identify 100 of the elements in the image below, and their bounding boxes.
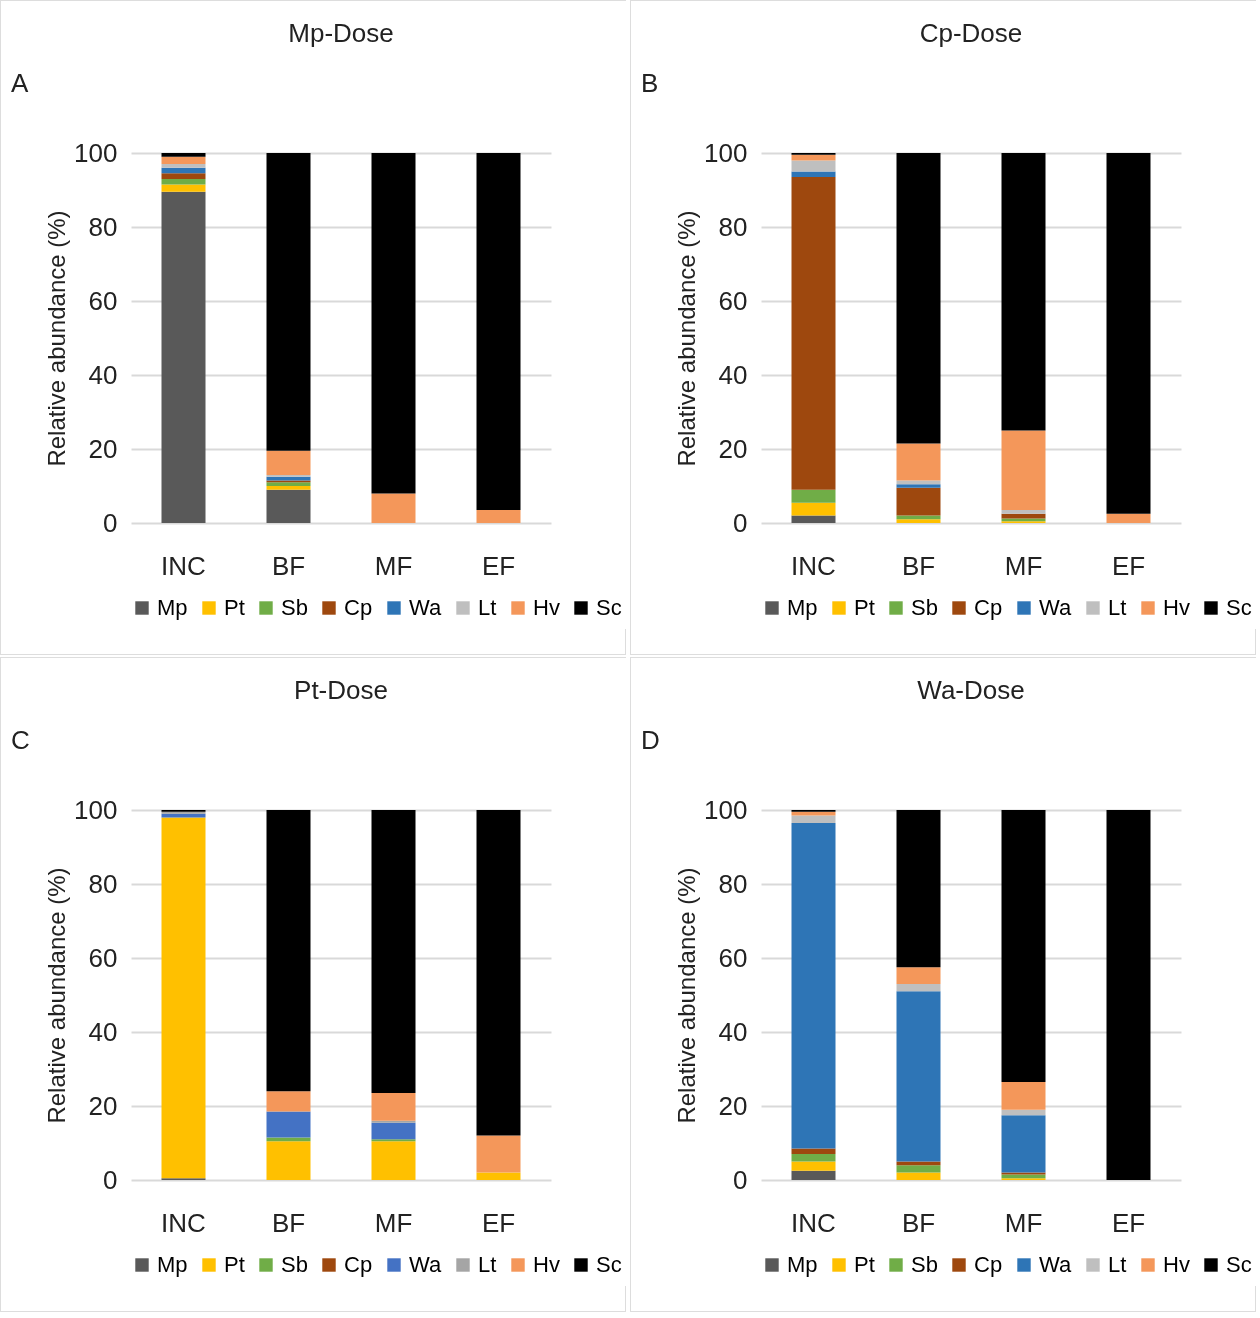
x-tick-label: INC bbox=[161, 1207, 206, 1238]
bar bbox=[161, 817, 206, 1179]
bar bbox=[161, 178, 206, 185]
bar bbox=[791, 171, 836, 178]
legend-label: Sc bbox=[596, 1252, 622, 1277]
legend-label: Mp bbox=[787, 595, 818, 620]
bar bbox=[371, 1122, 416, 1140]
legend-label: Cp bbox=[974, 1252, 1003, 1277]
text: A bbox=[11, 68, 29, 98]
x-tick-label: BF bbox=[901, 550, 936, 581]
bar bbox=[476, 510, 521, 523]
chart-title: Cp-Dose bbox=[919, 18, 1023, 48]
legend-label: Wa bbox=[409, 595, 442, 620]
legend-label: Lt bbox=[1108, 1252, 1127, 1277]
y-tick-label: 100 bbox=[74, 794, 118, 825]
bar bbox=[371, 1141, 416, 1180]
bar bbox=[161, 156, 206, 165]
bar bbox=[371, 810, 416, 1094]
bar bbox=[266, 1091, 311, 1112]
legend-label: Cp bbox=[974, 595, 1003, 620]
bar bbox=[266, 1141, 311, 1180]
legend-label: Sb bbox=[281, 1252, 308, 1277]
x-tick-label: INC bbox=[161, 550, 206, 581]
x-tick-label: BF bbox=[901, 1207, 936, 1238]
bar bbox=[791, 811, 836, 816]
y-tick-label: 0 bbox=[733, 507, 748, 538]
legend-label: Hv bbox=[1163, 1252, 1190, 1277]
legend-label: Sb bbox=[911, 1252, 938, 1277]
y-axis-title: Relative abundance (%) bbox=[673, 867, 701, 1124]
bar bbox=[791, 177, 836, 490]
y-tick-label: 40 bbox=[88, 1016, 118, 1047]
legend-label: Lt bbox=[478, 1252, 497, 1277]
y-axis-title: Relative abundance (%) bbox=[673, 210, 701, 467]
x-tick-label: EF bbox=[1111, 550, 1146, 581]
bar bbox=[1106, 810, 1151, 1180]
y-tick-label: 40 bbox=[718, 1016, 748, 1047]
legend-label: Hv bbox=[1163, 595, 1190, 620]
y-tick-label: 20 bbox=[88, 433, 118, 464]
legend-label: Mp bbox=[157, 1252, 188, 1277]
bar bbox=[476, 1172, 521, 1180]
legend-label: Wa bbox=[1039, 1252, 1072, 1277]
bar bbox=[371, 493, 416, 523]
bar bbox=[791, 160, 836, 172]
bar bbox=[896, 967, 941, 984]
bar bbox=[1106, 153, 1151, 514]
y-tick-label: 40 bbox=[88, 359, 118, 390]
legend-label: Sb bbox=[281, 595, 308, 620]
bar bbox=[161, 167, 206, 174]
y-tick-label: 80 bbox=[88, 211, 118, 242]
bar bbox=[266, 1137, 311, 1142]
bar bbox=[791, 822, 836, 1149]
bar bbox=[476, 1135, 521, 1173]
bar bbox=[1001, 430, 1046, 511]
x-tick-label: INC bbox=[791, 550, 836, 581]
x-tick-label: MF bbox=[374, 550, 413, 581]
y-tick-label: 20 bbox=[718, 433, 748, 464]
bar bbox=[1001, 153, 1046, 431]
bar bbox=[896, 1172, 941, 1180]
legend-label: Lt bbox=[1108, 595, 1127, 620]
bar bbox=[791, 1170, 836, 1180]
bar bbox=[1001, 1081, 1046, 1110]
legend-label: Wa bbox=[1039, 595, 1072, 620]
x-tick-label: BF bbox=[271, 550, 306, 581]
y-tick-label: 0 bbox=[103, 1164, 118, 1195]
legend-label: Hv bbox=[533, 595, 560, 620]
bar bbox=[791, 1154, 836, 1162]
bar bbox=[791, 515, 836, 523]
bar bbox=[266, 450, 311, 475]
y-tick-label: 100 bbox=[704, 794, 748, 825]
bar bbox=[896, 810, 941, 968]
bar bbox=[266, 1111, 311, 1138]
text: C bbox=[11, 725, 30, 755]
y-tick-label: 80 bbox=[88, 868, 118, 899]
bar bbox=[1001, 510, 1046, 514]
y-tick-label: 80 bbox=[718, 868, 748, 899]
y-tick-label: 80 bbox=[718, 211, 748, 242]
bar bbox=[1001, 1115, 1046, 1173]
bar bbox=[161, 153, 206, 157]
chart-title: Wa-Dose bbox=[917, 675, 1025, 705]
legend-label: Pt bbox=[854, 595, 875, 620]
bar bbox=[791, 502, 836, 516]
bar bbox=[476, 153, 521, 511]
bar bbox=[161, 184, 206, 192]
bar bbox=[161, 164, 206, 168]
bar bbox=[791, 489, 836, 503]
legend-label: Cp bbox=[344, 595, 373, 620]
y-tick-label: 100 bbox=[704, 137, 748, 168]
bar bbox=[266, 153, 311, 451]
x-tick-label: MF bbox=[1004, 550, 1043, 581]
y-tick-label: 40 bbox=[718, 359, 748, 390]
legend-label: Hv bbox=[533, 1252, 560, 1277]
bar bbox=[791, 154, 836, 161]
chart-title: Pt-Dose bbox=[294, 675, 388, 705]
y-tick-label: 60 bbox=[88, 285, 118, 316]
x-tick-label: INC bbox=[791, 1207, 836, 1238]
text: B bbox=[641, 68, 659, 98]
bar bbox=[791, 815, 836, 823]
y-tick-label: 0 bbox=[733, 1164, 748, 1195]
bar bbox=[896, 487, 941, 516]
bar bbox=[896, 1165, 941, 1173]
